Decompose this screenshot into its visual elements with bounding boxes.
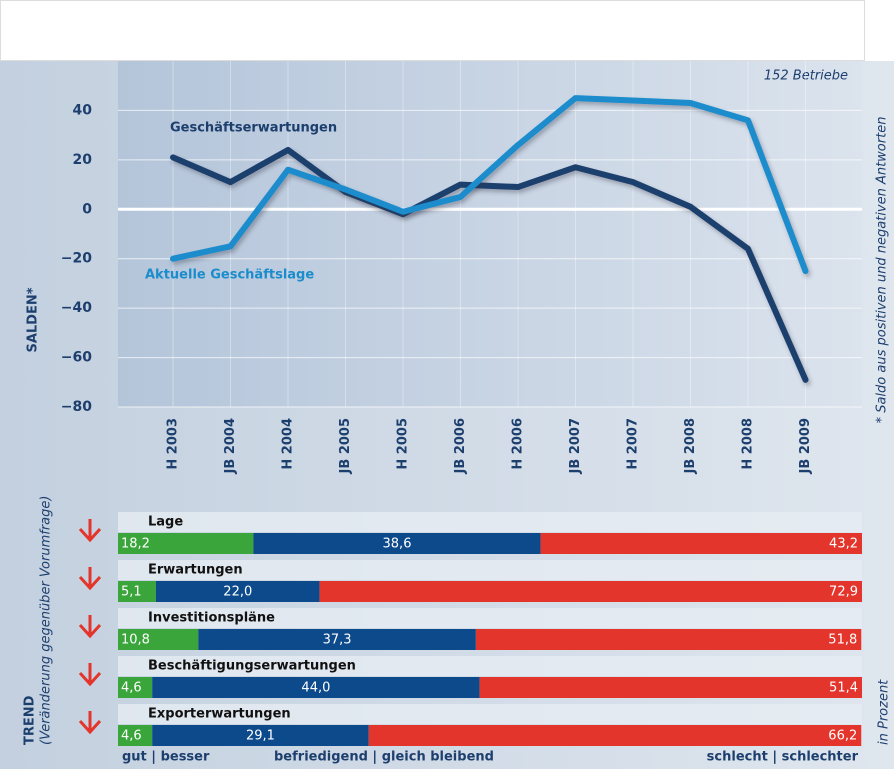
value-label: 4,6 [121, 729, 142, 744]
y-axis-label: SALDEN* [26, 287, 41, 352]
x-tick-label: JB 2004 [223, 418, 238, 474]
bar-segment [368, 725, 862, 746]
value-label: 4,6 [121, 681, 142, 696]
row-header [118, 656, 862, 676]
category-label: Exporterwartungen [148, 707, 291, 722]
bar-segment [319, 581, 862, 602]
legend-label: schlecht | schlechter [707, 750, 859, 765]
bar-segment [155, 581, 320, 602]
bar-segment [540, 533, 862, 554]
category-label: Beschäftigungserwartungen [148, 659, 356, 674]
category-label: Investitionspläne [148, 611, 275, 626]
category-label: Lage [148, 515, 183, 530]
y-tick-label: −20 [61, 251, 92, 267]
bar-segment [152, 677, 480, 698]
x-tick-label: JB 2006 [453, 418, 468, 474]
series-label: Aktuelle Geschäftslage [145, 268, 314, 283]
bar-segment [118, 677, 153, 698]
value-label: 66,2 [828, 729, 857, 744]
series-line [170, 95, 809, 275]
bar-segment [198, 629, 476, 650]
series-line [170, 146, 809, 383]
top-box [0, 0, 865, 61]
x-tick-label: H 2003 [166, 418, 181, 470]
annotation: 152 Betriebe [764, 69, 848, 84]
trend-arrow [78, 519, 102, 543]
bar-segment [152, 725, 369, 746]
bar-segment [118, 581, 156, 602]
trend-arrow [78, 711, 102, 735]
series-label: Geschäftserwartungen [170, 121, 337, 136]
value-label: 51,8 [828, 633, 857, 648]
y-tick-label: −80 [61, 399, 92, 415]
x-tick-label: H 2007 [626, 418, 641, 470]
y-tick-label: 40 [73, 102, 93, 118]
bar-segment [118, 725, 153, 746]
category-label: Erwartungen [148, 563, 243, 578]
trend-arrow [78, 663, 102, 687]
bar-segment [118, 629, 199, 650]
value-label: 43,2 [829, 537, 858, 552]
value-label: 72,9 [829, 585, 858, 600]
value-label: 51,4 [829, 681, 858, 696]
x-tick-label: JB 2007 [568, 418, 583, 474]
value-label: 5,1 [121, 585, 142, 600]
row-header [118, 704, 862, 724]
x-tick-label: JB 2008 [683, 418, 698, 474]
unit-label: in Prozent [877, 679, 892, 745]
plot-area [118, 61, 862, 407]
legend-label: gut | besser [122, 750, 210, 765]
value-label: 44,0 [301, 681, 330, 696]
trend-arrow [78, 615, 102, 639]
row-header [118, 560, 862, 580]
bar-segment [118, 533, 254, 554]
x-tick-label: JB 2009 [798, 418, 813, 474]
x-tick-label: JB 2005 [338, 418, 353, 474]
value-label: 22,0 [223, 585, 252, 600]
x-tick-label: H 2008 [741, 418, 756, 470]
trend-arrow [78, 567, 102, 591]
y-tick-label: −40 [61, 300, 92, 316]
y-tick-label: 20 [73, 152, 93, 168]
x-tick-label: H 2004 [281, 418, 296, 470]
trend-title: TREND [23, 695, 38, 745]
bar-segment [253, 533, 541, 554]
row-header [118, 512, 862, 532]
legend-label: befriedigend | gleich bleibend [274, 750, 494, 765]
bar-segment [475, 629, 862, 650]
x-tick-label: H 2005 [396, 418, 411, 470]
row-header [118, 608, 862, 628]
value-label: 37,3 [323, 633, 352, 648]
value-label: 29,1 [246, 729, 275, 744]
y-tick-label: 0 [82, 201, 92, 217]
value-label: 18,2 [121, 537, 150, 552]
trend-subtitle: (Veränderung gegenüber Vorumfrage) [39, 496, 54, 745]
bar-segment [479, 677, 862, 698]
x-tick-label: H 2006 [511, 418, 526, 470]
value-label: 38,6 [383, 537, 412, 552]
y-tick-label: −60 [61, 350, 92, 366]
footnote: * Saldo aus positiven und negativen Antw… [875, 117, 890, 424]
value-label: 10,8 [121, 633, 150, 648]
